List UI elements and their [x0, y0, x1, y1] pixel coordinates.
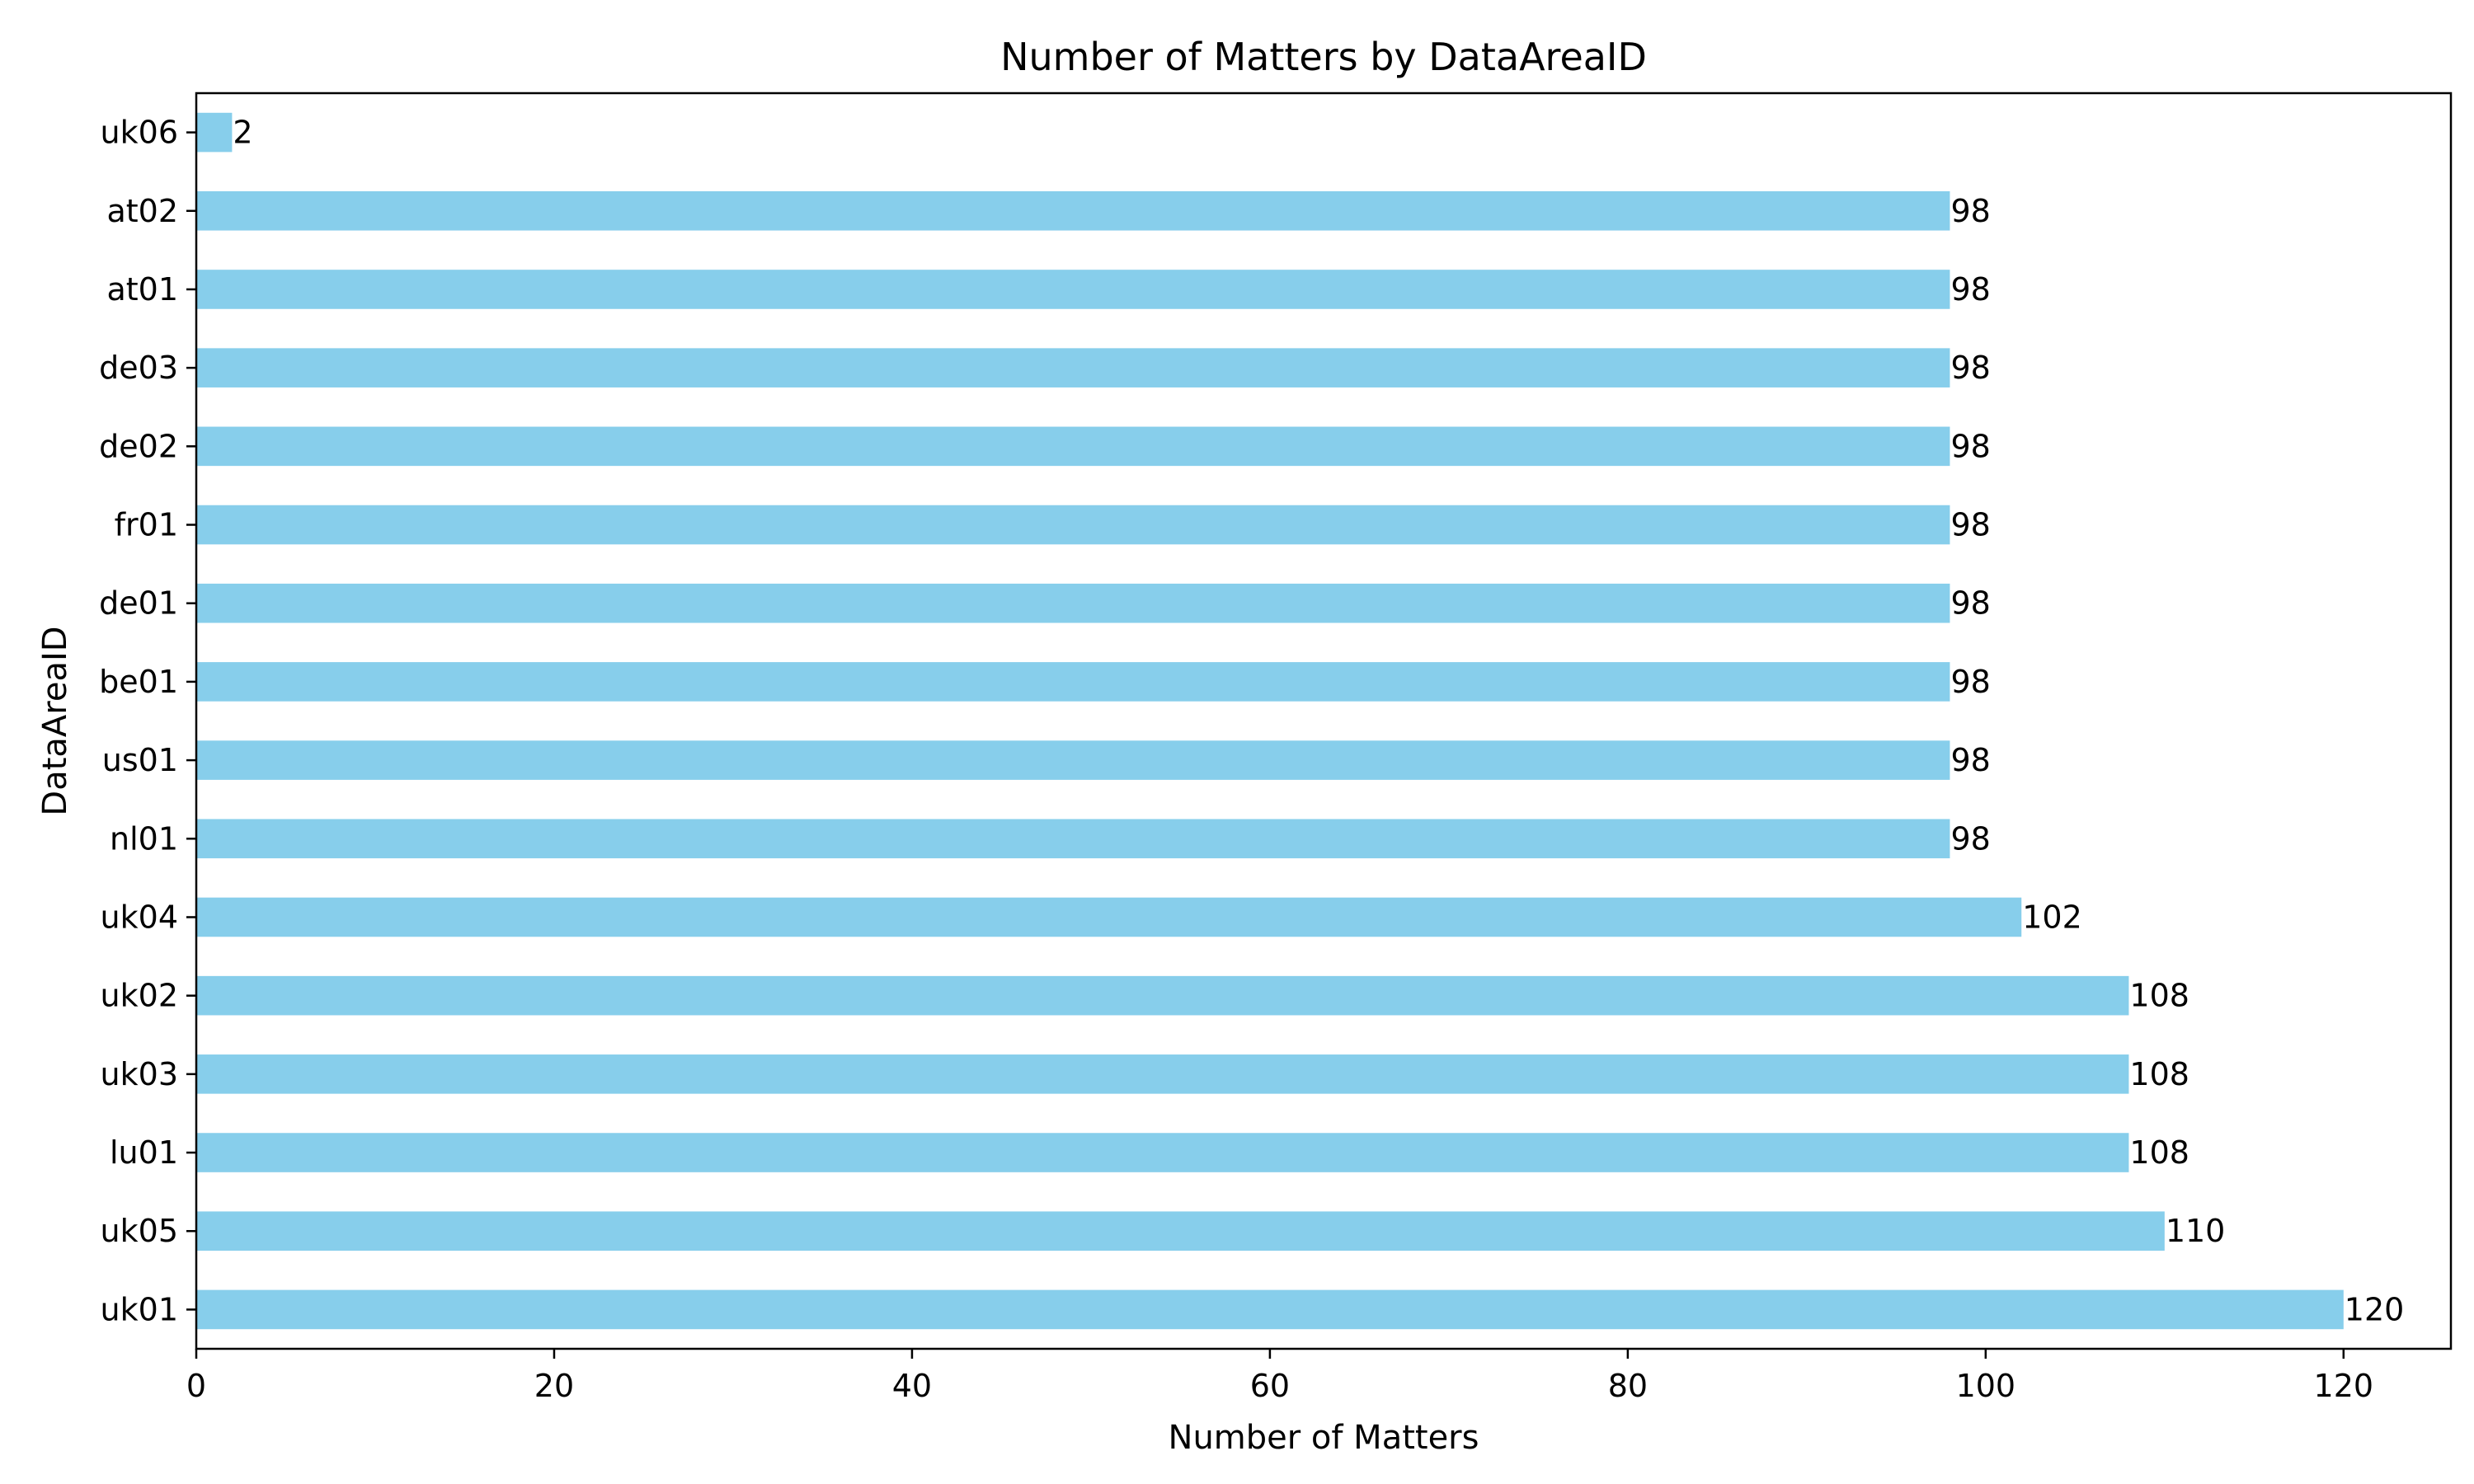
data-label-de01: 98 [1950, 585, 1990, 622]
bar-de01 [196, 583, 1950, 623]
bar-fr01 [196, 505, 1950, 545]
y-tick-label-de01: de01 [99, 585, 178, 622]
x-tick-label-60: 60 [1250, 1368, 1290, 1404]
y-axis-title: DataAreaID [36, 626, 74, 815]
bar-lu01 [196, 1133, 2129, 1172]
data-label-at02: 98 [1950, 193, 1990, 229]
x-tick-label-120: 120 [2314, 1368, 2374, 1404]
bar-uk06 [196, 112, 233, 153]
bar-de03 [196, 348, 1950, 387]
chart-title: Number of Matters by DataAreaID [1000, 35, 1647, 79]
bar-uk01 [196, 1289, 2344, 1330]
data-label-uk04: 102 [2022, 899, 2082, 935]
y-tick-label-uk01: uk01 [101, 1291, 178, 1327]
data-label-be01: 98 [1950, 664, 1990, 700]
bar-de02 [196, 426, 1950, 467]
y-tick-label-uk04: uk04 [101, 899, 178, 935]
data-label-uk05: 110 [2166, 1213, 2226, 1249]
bar-uk04 [196, 897, 2022, 937]
data-label-lu01: 108 [2129, 1134, 2189, 1171]
bar-at01 [196, 270, 1950, 309]
data-label-uk06: 2 [233, 115, 252, 151]
bars-layer: 120 110 108 108 108 102 98 98 98 98 98 98 98 98 98 2 [196, 112, 2405, 1330]
data-label-uk03: 108 [2129, 1056, 2189, 1092]
y-tick-label-us01: us01 [102, 742, 178, 778]
bar-uk05 [196, 1211, 2165, 1252]
y-tick-label-lu01: lu01 [110, 1134, 178, 1171]
y-tick-label-uk03: uk03 [101, 1056, 178, 1092]
y-tick-label-at01: at01 [106, 271, 178, 308]
bar-nl01 [196, 819, 1950, 859]
data-label-uk01: 120 [2345, 1291, 2405, 1327]
ticks-layer: uk01 uk05 lu01 uk03 uk02 uk04 nl01 us01 be01 de01… [99, 115, 2373, 1404]
data-label-us01: 98 [1950, 742, 1990, 778]
x-tick-label-0: 0 [186, 1368, 206, 1404]
data-label-de02: 98 [1950, 428, 1990, 464]
plot-frame [195, 92, 2453, 1350]
x-tick-label-40: 40 [892, 1368, 932, 1404]
y-tick-label-de02: de02 [99, 428, 178, 464]
y-tick-label-uk06: uk06 [101, 115, 178, 151]
x-tick-label-100: 100 [1956, 1368, 2016, 1404]
bar-uk02 [196, 975, 2129, 1016]
data-label-uk02: 108 [2129, 978, 2189, 1014]
x-axis-title: Number of Matters [1169, 1419, 1479, 1457]
bar-at02 [196, 190, 1950, 231]
data-label-at01: 98 [1950, 271, 1990, 308]
y-tick-label-uk02: uk02 [101, 978, 178, 1014]
y-tick-label-de03: de03 [99, 350, 178, 386]
y-tick-label-nl01: nl01 [110, 820, 178, 857]
x-tick-label-80: 80 [1608, 1368, 1648, 1404]
y-tick-label-be01: be01 [99, 664, 178, 700]
x-tick-label-20: 20 [534, 1368, 574, 1404]
bar-us01 [196, 740, 1950, 780]
bar-uk03 [196, 1054, 2129, 1094]
y-tick-label-at02: at02 [106, 193, 178, 229]
data-label-nl01: 98 [1950, 820, 1990, 857]
y-tick-label-fr01: fr01 [115, 507, 178, 543]
data-label-fr01: 98 [1950, 507, 1990, 543]
y-tick-label-uk05: uk05 [101, 1213, 178, 1249]
bar-be01 [196, 662, 1950, 702]
data-label-de03: 98 [1950, 350, 1990, 386]
